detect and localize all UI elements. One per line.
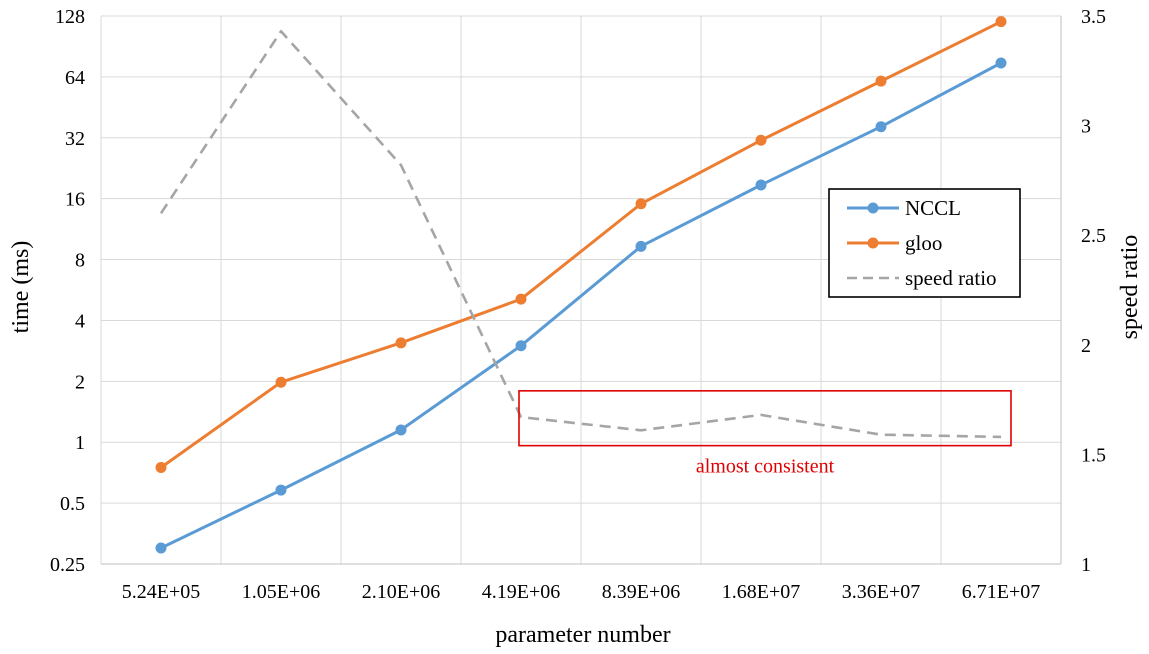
annotation-label: almost consistent [696,456,835,478]
legend-label-gloo: gloo [905,231,942,255]
x-tick-label: 6.71E+07 [962,581,1041,603]
data-point-nccl [155,542,167,554]
x-axis-title: parameter number [495,622,670,648]
data-point-nccl [275,484,287,496]
y-tick-label: 128 [55,6,85,28]
data-point-gloo [755,134,767,146]
y-tick-label: 0.5 [60,493,85,515]
data-point-nccl [515,340,527,352]
data-point-nccl [635,240,647,252]
y-axis-title: time (ms) [8,241,34,334]
data-point-gloo [635,198,647,210]
data-point-gloo [155,461,167,473]
x-tick-label: 2.10E+06 [362,581,441,603]
data-point-gloo [995,16,1007,28]
y-tick-label: 2 [75,371,85,393]
data-point-nccl [395,424,407,436]
data-point-nccl [875,121,887,133]
data-point-gloo [395,337,407,349]
x-tick-label: 1.68E+07 [722,581,801,603]
series-line-nccl [160,61,1002,550]
y-tick-label: 64 [65,67,85,89]
legend-marker-gloo [867,237,879,249]
y2-tick-label: 1 [1081,554,1091,576]
legend: NCCL gloo speed ratio [828,188,1021,298]
y2-tick-label: 3.5 [1081,6,1106,28]
y2-tick-label: 1.5 [1081,444,1106,466]
y-tick-label: 32 [65,128,85,150]
data-point-gloo [515,293,527,305]
y-tick-label: 0.25 [50,554,85,576]
legend-marker-nccl [867,202,879,214]
data-point-nccl [755,179,767,191]
x-tick-label: 1.05E+06 [242,581,321,603]
y-tick-label: 8 [75,250,85,272]
y2-tick-label: 2 [1081,335,1091,357]
y-tick-label: 16 [65,189,85,211]
x-tick-label: 8.39E+06 [602,581,681,603]
legend-label-nccl: NCCL [905,196,961,220]
annotation-box [518,390,1012,447]
tick-labels: 0.25 0.5 1 2 4 8 16 32 64 128 1 1.5 2 2.5 3 3.5 5.24E+05… [50,6,1106,603]
x-tick-label: 5.24E+05 [122,581,201,603]
y2-tick-label: 2.5 [1081,225,1106,247]
data-point-gloo [275,376,287,388]
grid-lines [100,15,1061,564]
legend-label-speed-ratio: speed ratio [905,266,997,290]
series-line-gloo [160,20,1002,469]
y2-tick-label: 3 [1081,116,1091,138]
axes [101,16,1062,565]
series-layer [155,16,1007,554]
data-point-gloo [875,75,887,87]
annotation: almost consistent [518,390,1012,478]
y2-axis-title: speed ratio [1117,235,1143,340]
data-point-nccl [995,57,1007,69]
y-tick-label: 1 [75,432,85,454]
x-tick-label: 4.19E+06 [482,581,561,603]
y-tick-label: 4 [75,310,85,332]
x-tick-label: 3.36E+07 [842,581,921,603]
